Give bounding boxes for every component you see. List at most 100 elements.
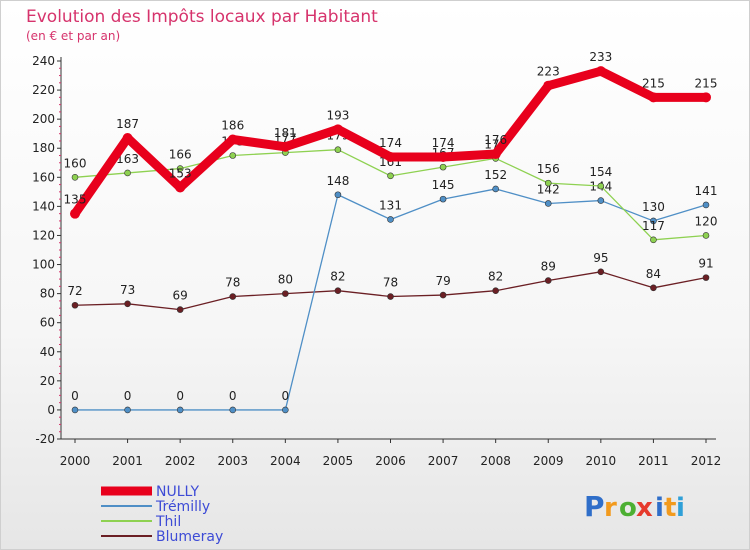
data-label: 160 bbox=[64, 156, 87, 170]
data-label: 72 bbox=[67, 284, 82, 298]
data-point bbox=[175, 182, 186, 193]
data-point bbox=[282, 290, 289, 297]
data-label: 78 bbox=[225, 276, 240, 290]
data-point bbox=[490, 149, 501, 160]
data-point bbox=[176, 406, 184, 414]
data-point bbox=[543, 80, 554, 91]
logo-letter: t bbox=[664, 493, 676, 523]
data-label: 0 bbox=[282, 389, 290, 403]
data-point bbox=[439, 291, 447, 299]
data-label: 154 bbox=[589, 165, 612, 179]
x-tick-label: 2004 bbox=[270, 454, 301, 468]
data-point bbox=[702, 274, 710, 281]
y-tick-label: 240 bbox=[32, 54, 55, 68]
data-label: 215 bbox=[695, 76, 718, 90]
data-point bbox=[544, 179, 552, 187]
data-point bbox=[387, 172, 394, 180]
data-label: 156 bbox=[537, 162, 560, 176]
data-point bbox=[71, 174, 79, 181]
chart-subtitle: (en € et par an) bbox=[26, 29, 120, 43]
data-point bbox=[124, 169, 131, 177]
data-point bbox=[492, 287, 499, 295]
data-label: 174 bbox=[432, 136, 455, 150]
data-label: 193 bbox=[326, 108, 349, 122]
data-label: 0 bbox=[124, 389, 132, 403]
data-label: 141 bbox=[695, 184, 718, 198]
data-label: 176 bbox=[484, 133, 507, 147]
chart-title: Evolution des Impôts locaux par Habitant bbox=[26, 7, 378, 27]
data-label: 79 bbox=[435, 274, 450, 288]
legend-label: NULLY bbox=[156, 484, 199, 500]
data-label: 223 bbox=[537, 65, 560, 79]
data-point bbox=[544, 200, 552, 207]
x-tick-label: 2010 bbox=[586, 454, 617, 468]
legend-label: Thil bbox=[155, 514, 181, 530]
data-label: 135 bbox=[64, 193, 87, 207]
data-point bbox=[597, 268, 605, 276]
data-point bbox=[439, 195, 447, 203]
data-label: 82 bbox=[330, 270, 345, 284]
y-tick-label: 120 bbox=[32, 228, 55, 242]
data-label: 181 bbox=[274, 126, 297, 140]
data-point bbox=[597, 197, 605, 204]
data-label: 215 bbox=[642, 76, 665, 90]
x-tick-label: 2008 bbox=[480, 454, 511, 468]
data-label: 89 bbox=[541, 260, 556, 274]
data-label: 233 bbox=[589, 50, 612, 64]
data-point bbox=[385, 151, 396, 162]
data-label: 153 bbox=[169, 166, 192, 180]
y-tick-label: 0 bbox=[47, 403, 55, 417]
data-label: 187 bbox=[116, 117, 139, 131]
logo-letter: i bbox=[655, 493, 664, 523]
data-point bbox=[122, 133, 133, 144]
y-tick-label: 160 bbox=[32, 170, 55, 184]
data-label: 82 bbox=[488, 270, 503, 284]
data-point bbox=[176, 306, 184, 313]
legend-label: Blumeray bbox=[156, 529, 223, 545]
x-tick-label: 2011 bbox=[638, 454, 669, 468]
data-label: 120 bbox=[695, 214, 718, 228]
data-point bbox=[492, 185, 499, 193]
data-point bbox=[229, 406, 237, 414]
data-label: 174 bbox=[379, 136, 402, 150]
data-label: 152 bbox=[484, 168, 507, 182]
data-point bbox=[438, 151, 449, 162]
data-point bbox=[229, 152, 237, 159]
data-label: 148 bbox=[326, 174, 349, 188]
data-label: 80 bbox=[278, 273, 293, 287]
series-nully: 135 187 153 186 181 193 174 174 176 223 233 215 215 bbox=[64, 50, 718, 219]
data-point bbox=[71, 406, 79, 414]
logo-letter: r bbox=[604, 493, 617, 523]
y-tick-label: 180 bbox=[32, 141, 55, 155]
data-point bbox=[387, 293, 394, 300]
data-point bbox=[702, 232, 710, 239]
data-point bbox=[650, 236, 657, 244]
data-label: 91 bbox=[698, 257, 713, 271]
data-point bbox=[387, 216, 394, 223]
data-point bbox=[70, 208, 80, 219]
legend-label: Trémilly bbox=[155, 499, 210, 515]
data-point bbox=[71, 301, 79, 309]
data-point bbox=[650, 284, 657, 292]
x-tick-label: 2005 bbox=[323, 454, 354, 468]
y-tick-label: 40 bbox=[40, 345, 55, 359]
data-label: 142 bbox=[537, 182, 560, 196]
data-point bbox=[334, 146, 342, 153]
data-label: 131 bbox=[379, 198, 402, 212]
y-tick-label: 60 bbox=[40, 316, 55, 330]
data-point bbox=[701, 92, 711, 103]
data-label: 95 bbox=[593, 251, 608, 265]
data-label: 0 bbox=[176, 389, 184, 403]
logo-letter: i bbox=[676, 493, 685, 523]
x-tick-label: 2007 bbox=[428, 454, 459, 468]
data-label: 78 bbox=[383, 276, 398, 290]
data-point bbox=[227, 134, 238, 145]
series-layer: 72 73 69 78 80 82 78 79 82 89 95 84 91 0 0 0 0 0 148 131 145… bbox=[64, 50, 718, 414]
x-tick-label: 2006 bbox=[375, 454, 406, 468]
logo-letter: P bbox=[584, 490, 605, 523]
data-point bbox=[702, 201, 710, 209]
